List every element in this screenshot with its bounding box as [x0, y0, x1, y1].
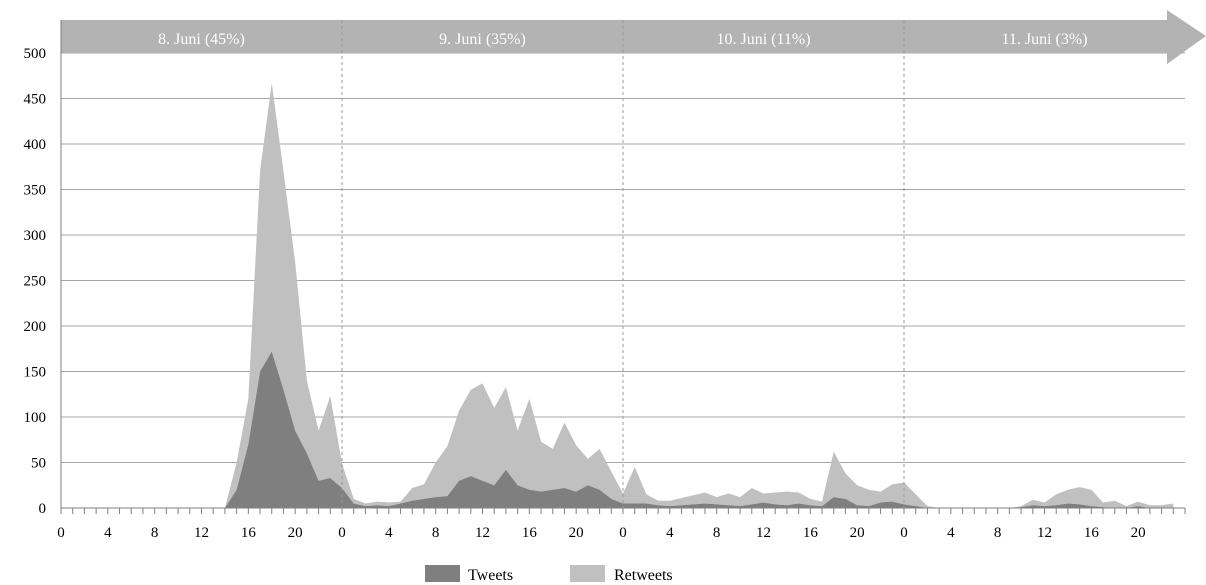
area-tweets	[61, 351, 1174, 508]
y-tick-label: 300	[24, 228, 47, 244]
day-label: 9. Juni (35%)	[439, 31, 526, 48]
x-tick-label: 0	[900, 525, 908, 541]
x-tick-label: 20	[288, 525, 303, 541]
day-banner: 8. Juni (45%) 9. Juni (35%) 10. Juni (11%)…	[61, 10, 1206, 64]
legend-label-tweets: Tweets	[468, 567, 513, 584]
y-tick-label: 500	[24, 46, 47, 62]
data-areas	[61, 83, 1174, 508]
x-tick-label: 4	[104, 525, 112, 541]
x-tick-label: 8	[432, 525, 440, 541]
x-tick-label: 16	[803, 525, 819, 541]
y-tick-label: 150	[24, 365, 47, 381]
day-label: 10. Juni (11%)	[716, 31, 810, 48]
x-tick-label: 20	[569, 525, 584, 541]
x-tick-label: 0	[57, 525, 65, 541]
day-label: 8. Juni (45%)	[158, 31, 245, 48]
y-tick-label: 400	[24, 137, 47, 153]
x-tick-label: 4	[947, 525, 955, 541]
y-tick-label: 0	[39, 501, 47, 517]
x-tick-label: 12	[194, 525, 209, 541]
y-tick-label: 200	[24, 319, 47, 335]
day-label: 11. Juni (3%)	[1001, 31, 1087, 48]
x-tick-label: 12	[1037, 525, 1052, 541]
x-tick-label: 20	[850, 525, 865, 541]
x-tick-label: 16	[1084, 525, 1100, 541]
legend-swatch-retweets	[570, 565, 605, 582]
x-tick-label: 8	[994, 525, 1002, 541]
y-tick-label: 250	[24, 274, 47, 290]
x-tick-label: 4	[666, 525, 674, 541]
legend-label-retweets: Retweets	[614, 567, 673, 584]
x-tick-label: 16	[522, 525, 538, 541]
legend: Tweets Retweets	[425, 565, 673, 584]
y-tick-label: 450	[24, 92, 47, 108]
grid-lines	[61, 52, 1185, 463]
day-dividers	[341, 20, 905, 508]
x-tick-label: 0	[338, 525, 346, 541]
x-tick-label: 8	[151, 525, 159, 541]
x-tick-label: 20	[1131, 525, 1146, 541]
x-tick-label: 4	[385, 525, 393, 541]
y-tick-label: 50	[31, 456, 46, 472]
x-tick-label: 12	[475, 525, 490, 541]
x-tick-label: 12	[756, 525, 771, 541]
x-tick-label: 8	[713, 525, 721, 541]
y-tick-label: 100	[24, 410, 47, 426]
area-retweets	[61, 83, 1174, 508]
x-tick-label: 16	[241, 525, 257, 541]
legend-swatch-tweets	[425, 565, 460, 582]
banner-arrow	[61, 10, 1206, 64]
x-tick-label: 0	[619, 525, 627, 541]
y-tick-label: 350	[24, 183, 47, 199]
